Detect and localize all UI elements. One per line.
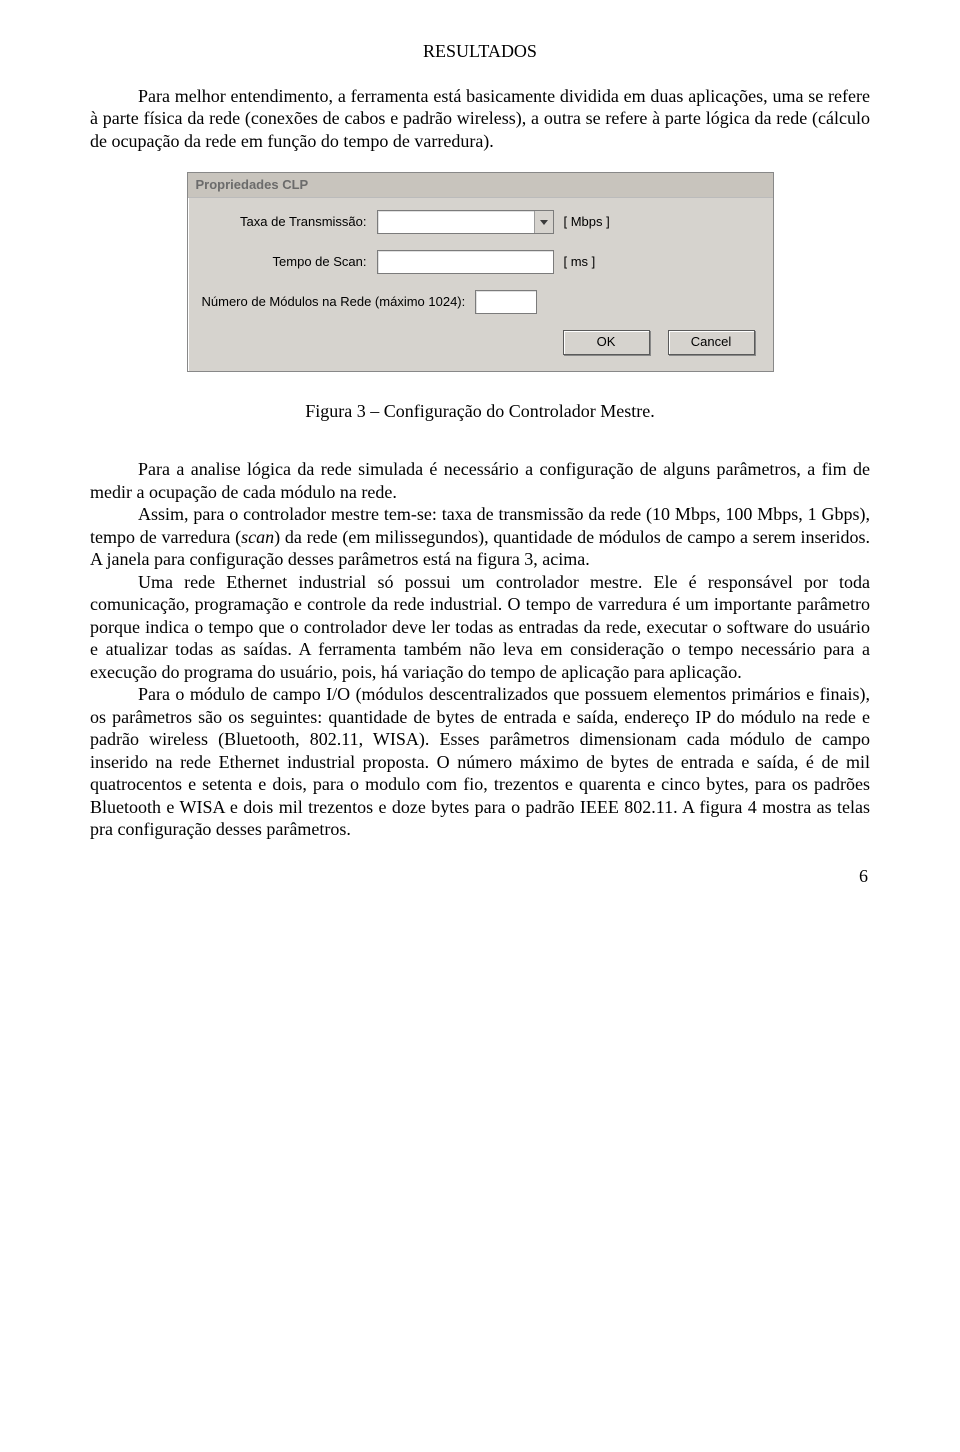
input-module-count[interactable]: [475, 290, 537, 314]
chevron-down-icon: [540, 220, 548, 225]
combo-dropdown-button[interactable]: [534, 211, 553, 233]
body-p1c: Uma rede Ethernet industrial só possui u…: [90, 572, 870, 682]
row-scan-time: Tempo de Scan: [ ms ]: [202, 250, 759, 274]
page-number: 6: [90, 865, 870, 888]
label-scan-time: Tempo de Scan:: [202, 254, 377, 270]
figure-caption: Figura 3 – Configuração do Controlador M…: [90, 400, 870, 423]
combo-transmission-rate[interactable]: [377, 210, 554, 234]
cancel-button[interactable]: Cancel: [668, 330, 755, 354]
unit-mbps: [ Mbps ]: [564, 214, 610, 230]
label-module-count: Número de Módulos na Rede (máximo 1024):: [202, 294, 476, 310]
body-p1a: Para a analise lógica da rede simulada é…: [90, 459, 870, 502]
section-heading: RESULTADOS: [90, 40, 870, 63]
unit-ms: [ ms ]: [564, 254, 596, 270]
properties-dialog: Propriedades CLP Taxa de Transmissão: [ …: [187, 172, 774, 372]
body-paragraph-1: Para a analise lógica da rede simulada é…: [90, 458, 870, 841]
dialog-figure: Propriedades CLP Taxa de Transmissão: [ …: [90, 172, 870, 372]
row-module-count: Número de Módulos na Rede (máximo 1024):: [202, 290, 759, 314]
ok-button[interactable]: OK: [563, 330, 650, 354]
body-p1d: Para o módulo de campo I/O (módulos desc…: [90, 684, 870, 839]
intro-paragraph: Para melhor entendimento, a ferramenta e…: [90, 85, 870, 153]
row-transmission-rate: Taxa de Transmissão: [ Mbps ]: [202, 210, 759, 234]
label-transmission-rate: Taxa de Transmissão:: [202, 214, 377, 230]
input-scan-time[interactable]: [377, 250, 554, 274]
dialog-titlebar: Propriedades CLP: [188, 173, 773, 198]
body-p1b-italic: scan: [241, 527, 274, 547]
